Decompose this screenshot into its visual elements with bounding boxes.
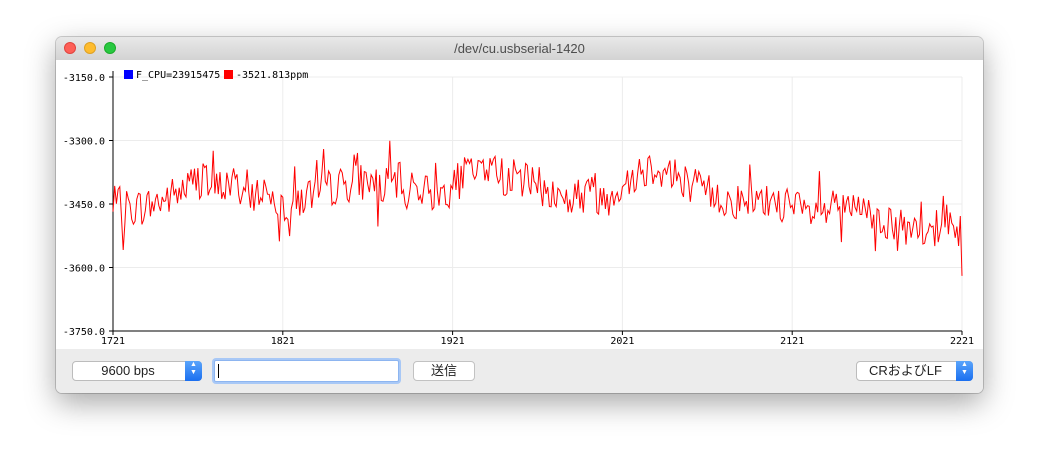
legend-label-series2: -3521.813ppm — [236, 70, 308, 81]
up-down-chevron-icon: ▲ ▼ — [956, 361, 973, 381]
y-tick-label: -3750.0 — [63, 327, 105, 338]
title-bar: /dev/cu.usbserial-1420 — [56, 37, 983, 61]
text-cursor — [218, 364, 219, 378]
x-tick-labels: 1721 1821 1921 2021 2121 2221 — [101, 336, 974, 347]
legend-label-series1: F_CPU=23915475 — [136, 70, 220, 81]
x-tick-label: 2121 — [780, 336, 804, 347]
x-tick-label: 2021 — [610, 336, 634, 347]
zoom-button[interactable] — [104, 42, 116, 54]
y-tick-label: -3600.0 — [63, 264, 105, 275]
y-tick-label: -3300.0 — [63, 137, 105, 148]
baud-rate-select[interactable]: 9600 bps ▲ ▼ — [72, 361, 202, 381]
series-lines — [112, 140, 963, 276]
close-button[interactable] — [64, 42, 76, 54]
series-line-ppm — [112, 140, 963, 276]
legend-swatch-series1 — [124, 70, 133, 79]
up-down-chevron-icon: ▲ ▼ — [185, 361, 202, 381]
y-tick-label: -3150.0 — [63, 73, 105, 84]
x-tick-label: 1821 — [271, 336, 295, 347]
send-button[interactable]: 送信 — [413, 361, 475, 381]
line-ending-value: CRおよびLF — [869, 363, 942, 378]
y-tick-labels: -3150.0 -3300.0 -3450.0 -3600.0 -3750.0 — [63, 73, 105, 338]
control-bar: 9600 bps ▲ ▼ 送信 CRおよびLF ▲ ▼ — [56, 349, 983, 393]
axes — [109, 71, 963, 335]
line-ending-select[interactable]: CRおよびLF ▲ ▼ — [856, 361, 973, 381]
x-tick-label: 1921 — [441, 336, 465, 347]
x-tick-label: 2221 — [950, 336, 974, 347]
minimize-button[interactable] — [84, 42, 96, 54]
x-tick-label: 1721 — [101, 336, 125, 347]
baud-rate-value: 9600 bps — [101, 363, 155, 378]
legend-swatch-series2 — [224, 70, 233, 79]
line-chart: -3150.0 -3300.0 -3450.0 -3600.0 -3750.0 1721… — [63, 70, 974, 347]
message-input[interactable] — [214, 360, 399, 382]
window-title: /dev/cu.usbserial-1420 — [454, 41, 585, 56]
serial-plotter-window: /dev/cu.usbserial-1420 -3150.0 -3300.0 -34… — [56, 37, 983, 393]
plot-area: -3150.0 -3300.0 -3450.0 -3600.0 -3750.0 1721… — [56, 60, 983, 349]
y-tick-label: -3450.0 — [63, 200, 105, 211]
legend: F_CPU=23915475 -3521.813ppm — [124, 70, 308, 81]
